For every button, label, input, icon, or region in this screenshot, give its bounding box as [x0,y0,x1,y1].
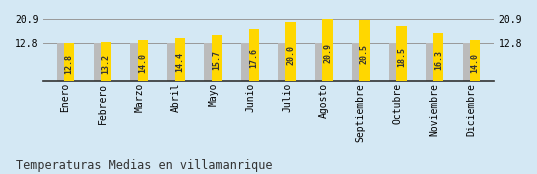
Bar [64,43,74,81]
Text: 20.5: 20.5 [360,44,369,64]
Bar [315,43,325,81]
Text: Temperaturas Medias en villamanrique: Temperaturas Medias en villamanrique [16,159,273,172]
Text: 20.0: 20.0 [286,45,295,65]
Bar [470,40,481,81]
Text: 14.0: 14.0 [471,53,480,73]
Text: 20.9: 20.9 [323,43,332,63]
Bar [93,43,104,81]
Bar [168,43,178,81]
Bar [278,43,288,81]
Bar [396,26,407,81]
Bar [359,20,369,81]
Bar [56,43,67,81]
Text: 15.7: 15.7 [212,50,221,70]
Bar [241,43,251,81]
Bar [322,19,333,81]
Text: 14.0: 14.0 [139,53,148,73]
Bar [212,35,222,81]
Bar [204,43,215,81]
Bar [138,40,148,81]
Text: 17.6: 17.6 [249,48,258,68]
Bar [249,29,259,81]
Text: 12.8: 12.8 [64,54,74,74]
Bar [352,43,362,81]
Bar [175,38,185,81]
Text: 16.3: 16.3 [434,50,443,70]
Bar [286,22,296,81]
Bar [433,33,444,81]
Text: 18.5: 18.5 [397,47,406,67]
Bar [130,43,141,81]
Text: 13.2: 13.2 [101,54,111,74]
Bar [389,43,399,81]
Bar [426,43,436,81]
Bar [463,43,473,81]
Bar [101,42,111,81]
Text: 14.4: 14.4 [176,52,184,72]
